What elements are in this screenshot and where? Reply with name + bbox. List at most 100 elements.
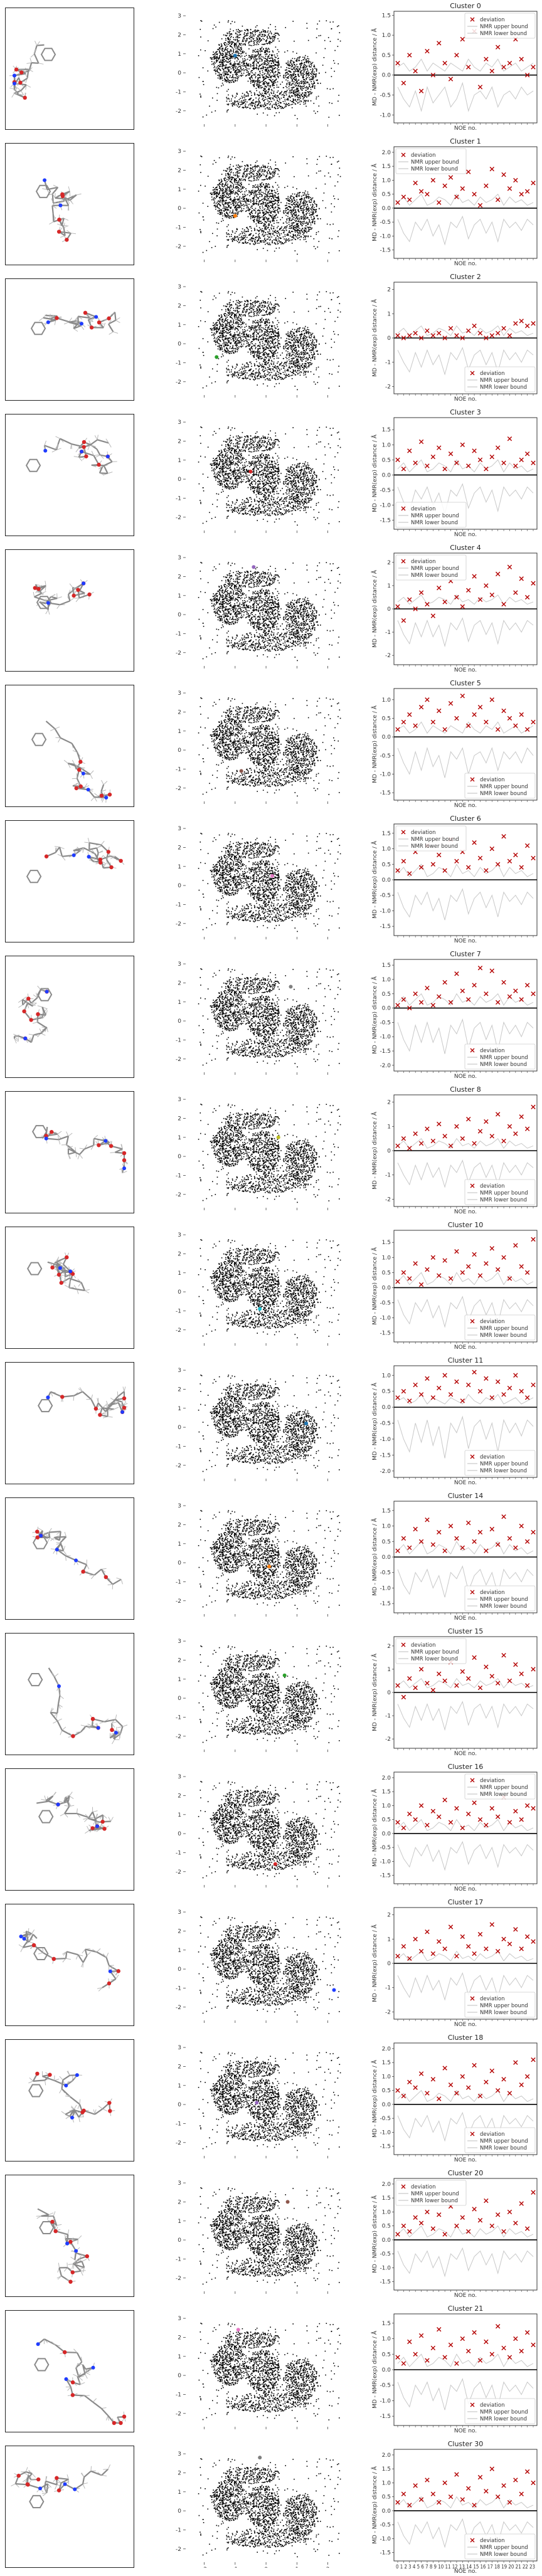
umap-point [225, 74, 226, 75]
umap-point [257, 240, 258, 241]
umap-point [257, 241, 258, 242]
umap-point [218, 87, 220, 88]
umap-point [262, 36, 263, 37]
umap-point [297, 226, 298, 227]
umap-point [270, 38, 272, 39]
umap-point [240, 237, 241, 238]
umap-point [320, 171, 321, 172]
umap-point [199, 93, 201, 95]
umap-point [279, 51, 280, 53]
umap-point [234, 63, 235, 65]
umap-point [304, 79, 306, 80]
umap-point [261, 167, 262, 169]
umap-point [220, 210, 221, 211]
umap-point [265, 41, 267, 43]
umap-point [243, 201, 244, 202]
umap-point [234, 157, 235, 159]
umap-point [237, 184, 238, 185]
umap-point [232, 211, 233, 212]
umap-point [312, 79, 313, 80]
umap-point [243, 243, 244, 244]
umap-point [260, 169, 261, 171]
umap-point [267, 196, 268, 197]
umap-point [312, 198, 314, 199]
umap-point [219, 45, 220, 46]
umap-point [203, 117, 204, 118]
umap-point [292, 90, 293, 92]
umap-point [264, 88, 265, 89]
umap-point [291, 104, 292, 105]
umap-point [319, 241, 320, 242]
umap-point [232, 213, 233, 214]
umap-point [302, 202, 304, 203]
umap-point [312, 211, 314, 212]
umap-point [277, 189, 278, 190]
umap-point [238, 53, 239, 55]
umap-point [236, 175, 238, 176]
umap-point [255, 26, 257, 28]
umap-point [258, 87, 259, 88]
umap-point [282, 230, 283, 231]
umap-point [225, 181, 226, 182]
umap-point [237, 169, 238, 171]
umap-point [300, 233, 301, 235]
umap-point [288, 211, 289, 213]
umap-point [308, 227, 309, 228]
umap-point [263, 226, 264, 227]
umap-point [305, 239, 306, 240]
umap-point [277, 236, 279, 237]
umap-point [289, 68, 290, 69]
umap-point [226, 217, 228, 218]
umap-point [265, 99, 266, 100]
umap-point [272, 176, 274, 177]
umap-point [290, 60, 292, 61]
umap-point [255, 107, 257, 108]
umap-point [286, 208, 287, 209]
umap-point [238, 67, 239, 68]
umap-point [219, 194, 220, 195]
umap-point [236, 46, 237, 48]
umap-point [226, 97, 228, 98]
umap-point [217, 49, 218, 50]
umap-point [226, 50, 228, 51]
umap-point [233, 187, 235, 189]
umap-point [269, 101, 270, 102]
umap-point [227, 72, 228, 73]
umap-point [252, 218, 253, 219]
umap-point [262, 47, 263, 48]
umap-point [250, 32, 251, 33]
umap-point [303, 223, 304, 224]
umap-point [240, 196, 241, 198]
umap-point [271, 70, 272, 71]
umap-point [278, 90, 279, 92]
umap-point [306, 214, 307, 215]
umap-point [260, 105, 261, 106]
umap-point [257, 94, 258, 95]
umap-point [254, 92, 255, 93]
umap-point [306, 228, 307, 229]
umap-point [269, 85, 270, 87]
umap-point [269, 54, 270, 55]
umap-point [223, 66, 224, 67]
umap-point [274, 68, 275, 70]
umap-point [290, 226, 291, 227]
umap-point [276, 112, 277, 113]
umap-point [228, 59, 229, 60]
umap-point [295, 83, 296, 84]
umap-point [275, 60, 276, 61]
umap-point [232, 67, 233, 68]
umap-point [275, 199, 277, 201]
deviation-marker [443, 61, 447, 65]
umap-point [294, 229, 295, 230]
umap-point [251, 41, 252, 42]
umap-point [267, 228, 268, 229]
umap-point [304, 200, 306, 201]
umap-point [223, 51, 225, 52]
umap-point [295, 100, 296, 101]
umap-point [299, 235, 300, 236]
umap-point [242, 96, 243, 97]
umap-point [295, 239, 297, 240]
umap-point [200, 29, 201, 30]
umap-point [259, 233, 260, 235]
